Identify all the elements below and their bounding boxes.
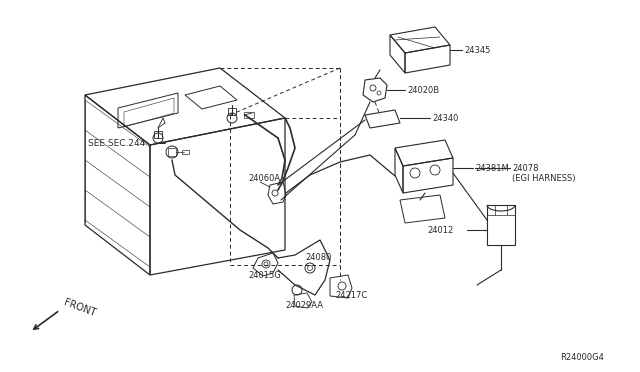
Text: 24340: 24340	[432, 113, 458, 122]
Text: R24000G4: R24000G4	[560, 353, 604, 362]
Text: 24015G: 24015G	[248, 270, 281, 279]
Text: SEE SEC.244: SEE SEC.244	[88, 138, 145, 148]
Bar	[244, 112, 254, 118]
Text: 24060A: 24060A	[248, 173, 280, 183]
Bar	[228, 108, 236, 115]
Text: 24078: 24078	[512, 164, 538, 173]
Text: 24345: 24345	[464, 45, 490, 55]
Bar	[154, 131, 162, 138]
Text: 24029AA: 24029AA	[285, 301, 323, 310]
Text: 24217C: 24217C	[335, 291, 367, 299]
Text: 24381M: 24381M	[475, 164, 509, 173]
Text: FRONT: FRONT	[62, 298, 97, 318]
Text: 24012: 24012	[427, 225, 453, 234]
Text: (EGI HARNESS): (EGI HARNESS)	[512, 173, 575, 183]
Text: 24080: 24080	[305, 253, 332, 263]
Bar	[168, 148, 176, 156]
Bar	[487, 205, 515, 245]
Bar	[182, 150, 189, 154]
Text: 24020B: 24020B	[407, 86, 439, 94]
